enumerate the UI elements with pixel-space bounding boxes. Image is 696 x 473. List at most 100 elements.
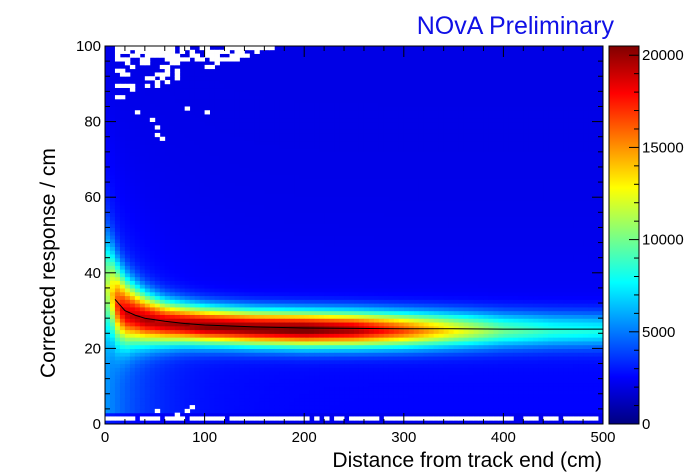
- heatmap-cell: [304, 170, 310, 176]
- heatmap-cell: [199, 106, 206, 111]
- heatmap-cell: [339, 408, 345, 414]
- heatmap-cell: [194, 344, 201, 349]
- heatmap-cell: [144, 102, 151, 108]
- heatmap-cell: [254, 182, 260, 187]
- heatmap-cell: [339, 223, 345, 229]
- heatmap-cell: [169, 303, 176, 308]
- heatmap-cell: [329, 182, 335, 187]
- heatmap-cell: [314, 140, 320, 145]
- heatmap-cell: [174, 389, 181, 395]
- heatmap-cell: [294, 197, 300, 202]
- heatmap-cell: [144, 72, 151, 77]
- heatmap-cell: [164, 314, 171, 319]
- heatmap-cell: [274, 344, 280, 349]
- heatmap-cell: [289, 405, 295, 410]
- heatmap-cell: [304, 250, 310, 255]
- heatmap-cell: [194, 276, 201, 281]
- heatmap-cell: [284, 68, 290, 74]
- heatmap-cell: [109, 348, 116, 353]
- heatmap-cell: [239, 261, 246, 266]
- heatmap-cell: [339, 189, 345, 195]
- heatmap-cell: [254, 287, 260, 293]
- heatmap-cell: [254, 355, 260, 361]
- heatmap-cell: [164, 355, 171, 361]
- heatmap-cell: [319, 125, 325, 130]
- heatmap-cell: [309, 64, 315, 70]
- heatmap-cell: [329, 64, 335, 70]
- heatmap-cell: [344, 49, 350, 55]
- heatmap-cell: [294, 359, 300, 365]
- heatmap-cell: [224, 269, 231, 274]
- heatmap-cell: [309, 337, 315, 342]
- heatmap-cell: [314, 174, 320, 179]
- heatmap-cell: [184, 276, 191, 281]
- heatmap-cell: [349, 57, 355, 62]
- heatmap-cell: [164, 212, 171, 217]
- heatmap-cell: [314, 49, 320, 55]
- heatmap-cell: [119, 291, 126, 297]
- heatmap-cell: [174, 276, 181, 281]
- heatmap-cell: [134, 250, 141, 255]
- heatmap-cell: [324, 401, 330, 406]
- heatmap-cell: [144, 174, 151, 179]
- heatmap-cell: [105, 329, 111, 334]
- heatmap-cell: [184, 61, 191, 66]
- heatmap-cell: [114, 382, 121, 387]
- heatmap-cell: [114, 420, 121, 424]
- heatmap-cell: [114, 261, 121, 266]
- heatmap-cell: [129, 80, 136, 85]
- heatmap-cell: [149, 80, 156, 85]
- heatmap-cell: [164, 352, 171, 357]
- heatmap-cell: [259, 155, 265, 160]
- heatmap-cell: [134, 337, 141, 342]
- heatmap-cell: [299, 80, 305, 85]
- heatmap-cell: [319, 136, 325, 142]
- heatmap-cell: [254, 321, 260, 327]
- heatmap-cell: [214, 420, 221, 424]
- heatmap-cell: [244, 61, 251, 66]
- heatmap-cell: [339, 420, 345, 424]
- heatmap-cell: [164, 329, 171, 334]
- heatmap-cell: [334, 318, 340, 323]
- heatmap-cell: [334, 337, 340, 342]
- heatmap-cell: [124, 178, 131, 183]
- heatmap-cell: [194, 269, 201, 274]
- heatmap-cell: [244, 106, 251, 111]
- heatmap-cell: [144, 378, 151, 384]
- heatmap-cell: [109, 106, 116, 111]
- heatmap-cell: [184, 344, 191, 349]
- heatmap-cell: [294, 151, 300, 157]
- heatmap-cell: [229, 185, 236, 191]
- heatmap-cell: [105, 265, 111, 270]
- heatmap-cell: [329, 95, 335, 100]
- heatmap-cell: [294, 189, 300, 195]
- heatmap-cell: [329, 371, 335, 376]
- heatmap-cell: [149, 287, 156, 293]
- heatmap-cell: [199, 151, 206, 157]
- heatmap-cell: [134, 382, 141, 387]
- heatmap-cell: [219, 110, 226, 115]
- heatmap-cell: [209, 242, 216, 247]
- heatmap-cell: [329, 163, 335, 168]
- heatmap-cell: [344, 257, 350, 263]
- heatmap-cell: [129, 155, 136, 160]
- heatmap-cell: [144, 333, 151, 338]
- heatmap-cell: [114, 216, 121, 221]
- heatmap-cell: [204, 314, 211, 319]
- heatmap-cell: [299, 284, 305, 289]
- heatmap-cell: [164, 76, 171, 81]
- heatmap-cell: [184, 231, 191, 236]
- heatmap-cell: [284, 61, 290, 66]
- heatmap-cell: [264, 303, 270, 308]
- heatmap-cell: [309, 102, 315, 108]
- heatmap-cell: [184, 80, 191, 85]
- heatmap-cell: [134, 287, 141, 293]
- heatmap-cell: [269, 53, 275, 58]
- heatmap-cell: [134, 223, 141, 229]
- heatmap-cell: [109, 367, 116, 372]
- heatmap-cell: [289, 185, 295, 191]
- heatmap-cell: [144, 117, 151, 123]
- heatmap-cell: [194, 121, 201, 126]
- heatmap-cell: [324, 178, 330, 183]
- heatmap-cell: [154, 64, 161, 70]
